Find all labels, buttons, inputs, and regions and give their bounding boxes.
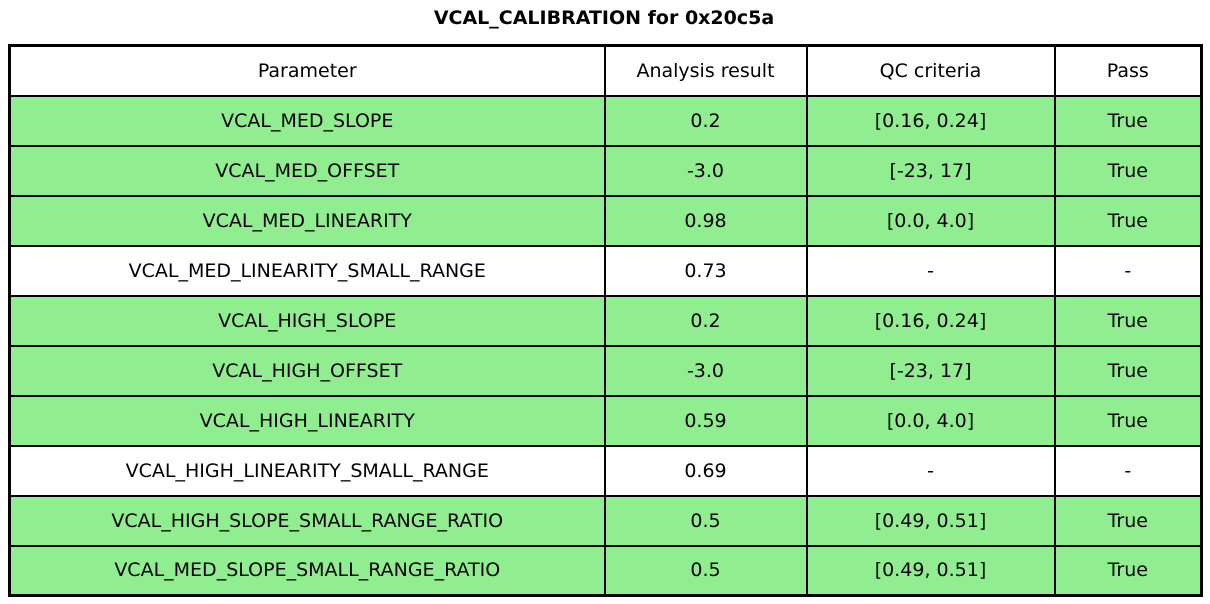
table-row: VCAL_MED_OFFSET -3.0 [-23, 17] True <box>8 144 1203 197</box>
column-header-analysis-result: Analysis result <box>603 44 808 97</box>
table-row: VCAL_MED_LINEARITY_SMALL_RANGE 0.73 - - <box>8 244 1203 297</box>
table-row: VCAL_HIGH_LINEARITY_SMALL_RANGE 0.69 - - <box>8 444 1203 497</box>
cell-parameter: VCAL_MED_LINEARITY_SMALL_RANGE <box>8 244 606 297</box>
cell-parameter: VCAL_HIGH_OFFSET <box>8 344 606 397</box>
cell-pass: - <box>1053 444 1203 497</box>
cell-pass: - <box>1053 244 1203 297</box>
cell-analysis-result: 0.2 <box>603 294 808 347</box>
cell-analysis-result: 0.2 <box>603 94 808 147</box>
cell-qc-criteria: [0.0, 4.0] <box>805 194 1056 247</box>
table-row: VCAL_HIGH_SLOPE 0.2 [0.16, 0.24] True <box>8 294 1203 347</box>
cell-analysis-result: 0.5 <box>603 544 808 597</box>
column-header-qc-criteria: QC criteria <box>805 44 1056 97</box>
page-title: VCAL_CALIBRATION for 0x20c5a <box>433 7 775 29</box>
cell-parameter: VCAL_MED_LINEARITY <box>8 194 606 247</box>
cell-qc-criteria: - <box>805 444 1056 497</box>
cell-qc-criteria: [0.16, 0.24] <box>805 294 1056 347</box>
cell-parameter: VCAL_MED_OFFSET <box>8 144 606 197</box>
table-row: VCAL_MED_SLOPE_SMALL_RANGE_RATIO 0.5 [0.… <box>8 544 1203 597</box>
cell-analysis-result: -3.0 <box>603 344 808 397</box>
cell-qc-criteria: [0.49, 0.51] <box>805 494 1056 547</box>
header-row: Parameter Analysis result QC criteria Pa… <box>8 44 1203 97</box>
cell-qc-criteria: - <box>805 244 1056 297</box>
cell-parameter: VCAL_HIGH_SLOPE <box>8 294 606 347</box>
table-row: VCAL_HIGH_LINEARITY 0.59 [0.0, 4.0] True <box>8 394 1203 447</box>
cell-analysis-result: 0.59 <box>603 394 808 447</box>
cell-pass: True <box>1053 394 1203 447</box>
column-header-pass: Pass <box>1053 44 1203 97</box>
cell-analysis-result: 0.5 <box>603 494 808 547</box>
cell-analysis-result: -3.0 <box>603 144 808 197</box>
cell-parameter: VCAL_MED_SLOPE <box>8 94 606 147</box>
cell-qc-criteria: [0.0, 4.0] <box>805 394 1056 447</box>
cell-pass: True <box>1053 194 1203 247</box>
cell-pass: True <box>1053 494 1203 547</box>
cell-parameter: VCAL_HIGH_SLOPE_SMALL_RANGE_RATIO <box>8 494 606 547</box>
table-row: VCAL_MED_SLOPE 0.2 [0.16, 0.24] True <box>8 94 1203 147</box>
cell-pass: True <box>1053 544 1203 597</box>
cell-analysis-result: 0.73 <box>603 244 808 297</box>
column-header-parameter: Parameter <box>8 44 606 97</box>
cell-analysis-result: 0.69 <box>603 444 808 497</box>
cell-pass: True <box>1053 94 1203 147</box>
cell-pass: True <box>1053 144 1203 197</box>
cell-analysis-result: 0.98 <box>603 194 808 247</box>
cell-qc-criteria: [0.16, 0.24] <box>805 94 1056 147</box>
table-header: Parameter Analysis result QC criteria Pa… <box>8 44 1203 97</box>
table-row: VCAL_HIGH_SLOPE_SMALL_RANGE_RATIO 0.5 [0… <box>8 494 1203 547</box>
table-row: VCAL_MED_LINEARITY 0.98 [0.0, 4.0] True <box>8 194 1203 247</box>
cell-parameter: VCAL_HIGH_LINEARITY_SMALL_RANGE <box>8 444 606 497</box>
cell-qc-criteria: [-23, 17] <box>805 144 1056 197</box>
qc-results-table: Parameter Analysis result QC criteria Pa… <box>8 44 1203 597</box>
table-body: VCAL_MED_SLOPE 0.2 [0.16, 0.24] True VCA… <box>8 94 1203 597</box>
cell-qc-criteria: [-23, 17] <box>805 344 1056 397</box>
cell-pass: True <box>1053 344 1203 397</box>
cell-qc-criteria: [0.49, 0.51] <box>805 544 1056 597</box>
cell-parameter: VCAL_MED_SLOPE_SMALL_RANGE_RATIO <box>8 544 606 597</box>
cell-parameter: VCAL_HIGH_LINEARITY <box>8 394 606 447</box>
table-row: VCAL_HIGH_OFFSET -3.0 [-23, 17] True <box>8 344 1203 397</box>
cell-pass: True <box>1053 294 1203 347</box>
